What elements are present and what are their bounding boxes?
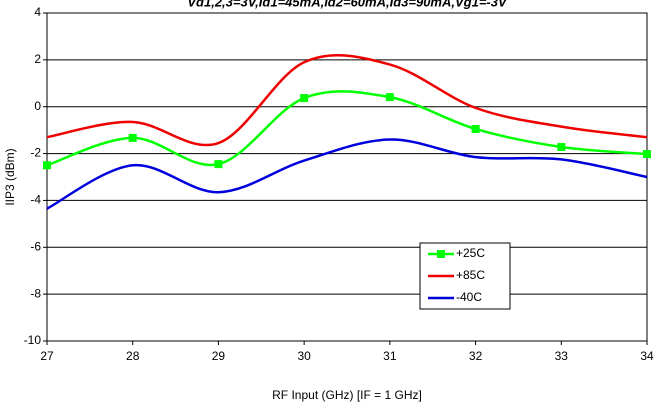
x-tick-label: 28 xyxy=(126,349,140,363)
y-tick-label: -2 xyxy=(30,146,41,160)
x-tick-label: 27 xyxy=(40,349,54,363)
x-tick-label: 30 xyxy=(297,349,311,363)
data-point xyxy=(471,124,480,133)
x-tick-label: 32 xyxy=(469,349,483,363)
series-line xyxy=(46,53,648,147)
y-tick-label: 2 xyxy=(34,52,41,66)
data-point xyxy=(557,143,566,152)
legend: +25C +85C -40C xyxy=(419,242,511,310)
y-tick-label: -10 xyxy=(24,333,42,347)
x-tick-label: 34 xyxy=(640,349,654,363)
y-tick-label: -8 xyxy=(30,286,41,300)
legend-marker xyxy=(437,250,445,258)
series-line xyxy=(46,138,648,210)
chart-title: Vd1,2,3=3V,Id1=45mA,Id2=60mA,Id3=90mA,Vg… xyxy=(187,0,508,9)
y-tick-label: 0 xyxy=(34,99,41,113)
series-line xyxy=(46,90,648,167)
data-point xyxy=(43,161,51,170)
y-tick-label: -6 xyxy=(30,239,41,253)
plot-area xyxy=(47,13,647,341)
x-tick-label: 29 xyxy=(212,349,226,363)
x-tick-label: 33 xyxy=(555,349,569,363)
x-axis-title: RF Input (GHz) [IF = 1 GHz] xyxy=(272,388,422,402)
y-tick-label: -4 xyxy=(30,193,41,207)
y-axis-title: IIP3 (dBm) xyxy=(3,148,17,205)
x-tick-label: 31 xyxy=(383,349,397,363)
data-point xyxy=(385,93,394,102)
legend-label: +85C xyxy=(456,268,485,282)
data-point xyxy=(300,94,309,103)
data-point xyxy=(214,160,223,169)
y-tick-label: 4 xyxy=(34,5,41,19)
data-point xyxy=(128,133,137,142)
legend-label: -40C xyxy=(456,290,482,304)
legend-label: +25C xyxy=(456,246,485,260)
data-point xyxy=(643,150,651,159)
